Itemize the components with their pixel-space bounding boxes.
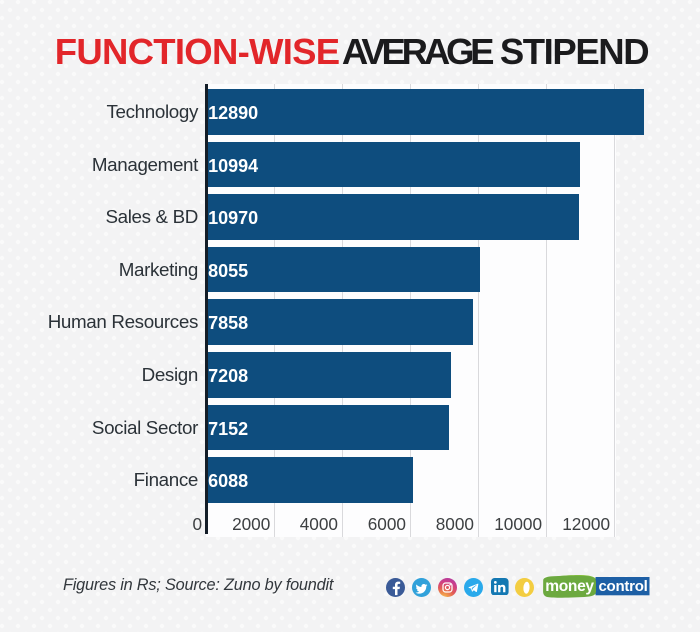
svg-text:money: money bbox=[545, 577, 594, 594]
svg-text:control: control bbox=[598, 577, 647, 594]
